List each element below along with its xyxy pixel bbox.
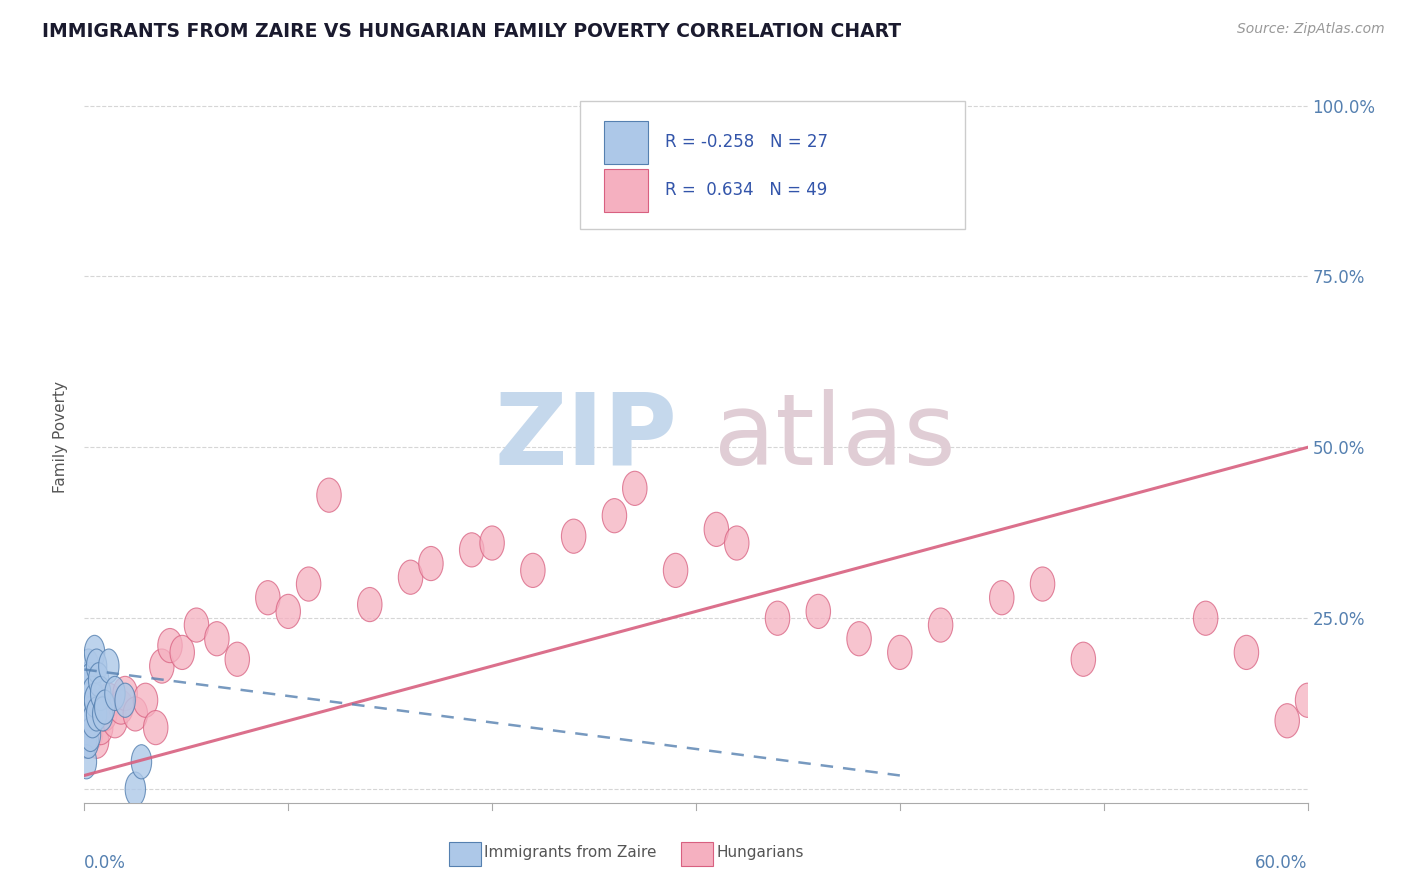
Ellipse shape: [479, 526, 505, 560]
Ellipse shape: [108, 690, 134, 724]
Ellipse shape: [297, 567, 321, 601]
Ellipse shape: [143, 711, 167, 745]
Y-axis label: Family Poverty: Family Poverty: [53, 381, 69, 493]
Ellipse shape: [184, 608, 208, 642]
Text: 0.0%: 0.0%: [84, 854, 127, 872]
Ellipse shape: [79, 649, 98, 683]
Ellipse shape: [1275, 704, 1299, 738]
Ellipse shape: [76, 745, 97, 779]
Ellipse shape: [86, 697, 107, 731]
Ellipse shape: [724, 526, 749, 560]
Ellipse shape: [80, 717, 101, 752]
Ellipse shape: [103, 704, 127, 738]
Text: R =  0.634   N = 49: R = 0.634 N = 49: [665, 181, 828, 199]
Ellipse shape: [520, 553, 546, 588]
Ellipse shape: [93, 697, 112, 731]
Text: Hungarians: Hungarians: [717, 845, 804, 860]
Ellipse shape: [84, 683, 104, 717]
Text: 60.0%: 60.0%: [1256, 854, 1308, 872]
Ellipse shape: [316, 478, 342, 512]
Ellipse shape: [623, 471, 647, 506]
Ellipse shape: [1071, 642, 1095, 676]
Ellipse shape: [460, 533, 484, 567]
Ellipse shape: [131, 745, 152, 779]
Ellipse shape: [79, 683, 98, 717]
FancyBboxPatch shape: [579, 101, 965, 228]
FancyBboxPatch shape: [449, 841, 481, 866]
Ellipse shape: [86, 649, 107, 683]
Ellipse shape: [225, 642, 249, 676]
Ellipse shape: [75, 724, 98, 758]
Text: ZIP: ZIP: [495, 389, 678, 485]
FancyBboxPatch shape: [605, 169, 648, 211]
Ellipse shape: [124, 697, 148, 731]
Text: atlas: atlas: [714, 389, 956, 485]
Ellipse shape: [157, 629, 183, 663]
Text: IMMIGRANTS FROM ZAIRE VS HUNGARIAN FAMILY POVERTY CORRELATION CHART: IMMIGRANTS FROM ZAIRE VS HUNGARIAN FAMIL…: [42, 22, 901, 41]
Ellipse shape: [76, 711, 97, 745]
Ellipse shape: [1234, 635, 1258, 670]
Ellipse shape: [93, 697, 117, 731]
Ellipse shape: [1031, 567, 1054, 601]
Ellipse shape: [90, 676, 111, 711]
Ellipse shape: [704, 512, 728, 547]
Ellipse shape: [89, 711, 112, 745]
Ellipse shape: [846, 622, 872, 656]
Ellipse shape: [887, 635, 912, 670]
Ellipse shape: [98, 649, 120, 683]
Ellipse shape: [79, 704, 98, 738]
Ellipse shape: [83, 704, 103, 738]
Ellipse shape: [94, 690, 115, 724]
Ellipse shape: [89, 663, 108, 697]
Ellipse shape: [664, 553, 688, 588]
Ellipse shape: [76, 690, 97, 724]
Ellipse shape: [765, 601, 790, 635]
Ellipse shape: [357, 588, 382, 622]
Ellipse shape: [990, 581, 1014, 615]
Ellipse shape: [84, 724, 108, 758]
Ellipse shape: [1295, 683, 1320, 717]
Ellipse shape: [83, 690, 107, 724]
Ellipse shape: [84, 635, 104, 670]
Ellipse shape: [97, 683, 121, 717]
Ellipse shape: [80, 663, 101, 697]
Text: Source: ZipAtlas.com: Source: ZipAtlas.com: [1237, 22, 1385, 37]
Ellipse shape: [134, 683, 157, 717]
Ellipse shape: [76, 724, 97, 758]
Ellipse shape: [80, 697, 101, 731]
Ellipse shape: [170, 635, 194, 670]
Ellipse shape: [928, 608, 953, 642]
Ellipse shape: [115, 683, 135, 717]
Ellipse shape: [80, 704, 105, 738]
Ellipse shape: [561, 519, 586, 553]
Ellipse shape: [1194, 601, 1218, 635]
Ellipse shape: [806, 594, 831, 629]
Ellipse shape: [276, 594, 301, 629]
Ellipse shape: [256, 581, 280, 615]
Ellipse shape: [79, 717, 103, 752]
Ellipse shape: [205, 622, 229, 656]
FancyBboxPatch shape: [605, 121, 648, 164]
Ellipse shape: [398, 560, 423, 594]
Ellipse shape: [76, 711, 101, 745]
Ellipse shape: [112, 676, 138, 711]
FancyBboxPatch shape: [682, 841, 713, 866]
Text: R = -0.258   N = 27: R = -0.258 N = 27: [665, 133, 828, 152]
Ellipse shape: [149, 649, 174, 683]
Ellipse shape: [79, 724, 98, 758]
Text: Immigrants from Zaire: Immigrants from Zaire: [484, 845, 657, 860]
Ellipse shape: [419, 547, 443, 581]
Ellipse shape: [125, 772, 146, 806]
Ellipse shape: [602, 499, 627, 533]
Ellipse shape: [83, 676, 103, 711]
Ellipse shape: [76, 663, 97, 697]
Ellipse shape: [105, 676, 125, 711]
